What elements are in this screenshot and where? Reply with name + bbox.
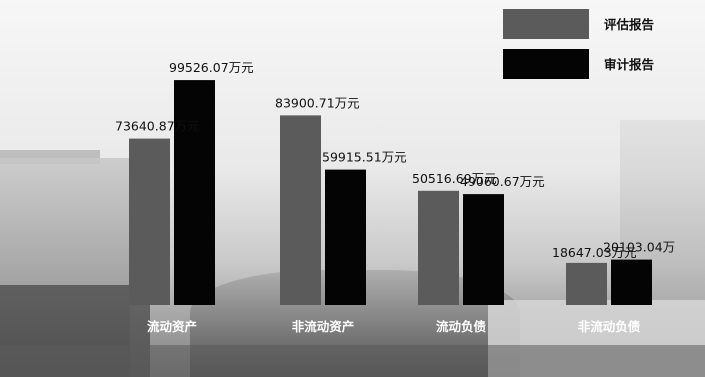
bar-audit-3	[463, 194, 504, 305]
category-label: 流动资产	[147, 319, 197, 334]
legend-swatch-audit	[503, 49, 589, 79]
bar-audit-1	[174, 80, 215, 305]
bar-estimate-4	[566, 262, 607, 305]
bar-audit-4	[611, 259, 652, 305]
legend-label: 评估报告	[604, 17, 655, 32]
value-label: 49060.67万元	[460, 174, 545, 189]
value-label: 18647.03万元	[552, 245, 637, 260]
background-ground	[0, 345, 705, 377]
category-labels-group: 流动资产 非流动资产 流动负债 非流动负债	[147, 319, 641, 334]
bar-audit-2	[325, 169, 366, 305]
value-label: 50516.69万元	[412, 171, 497, 186]
bars-group	[129, 80, 652, 306]
category-label: 流动负债	[436, 319, 487, 334]
category-label: 非流动负债	[578, 319, 641, 334]
legend-swatch-estimate	[503, 9, 589, 39]
legend-label: 审计报告	[604, 57, 655, 72]
bar-estimate-2	[280, 115, 321, 306]
value-label: 20103.04万	[603, 240, 675, 255]
value-label: 59915.51万元	[322, 150, 407, 165]
value-label: 83900.71万元	[275, 95, 360, 110]
value-labels-group: 73640.87万元 99526.07万元 83900.71万元 59915.51万元…	[115, 60, 675, 260]
value-label: 99526.07万元	[169, 60, 254, 75]
bar-estimate-3	[418, 190, 459, 305]
value-label: 73640.87万元	[115, 119, 200, 134]
bar-estimate-1	[129, 138, 170, 305]
category-label: 非流动资产	[292, 319, 355, 334]
